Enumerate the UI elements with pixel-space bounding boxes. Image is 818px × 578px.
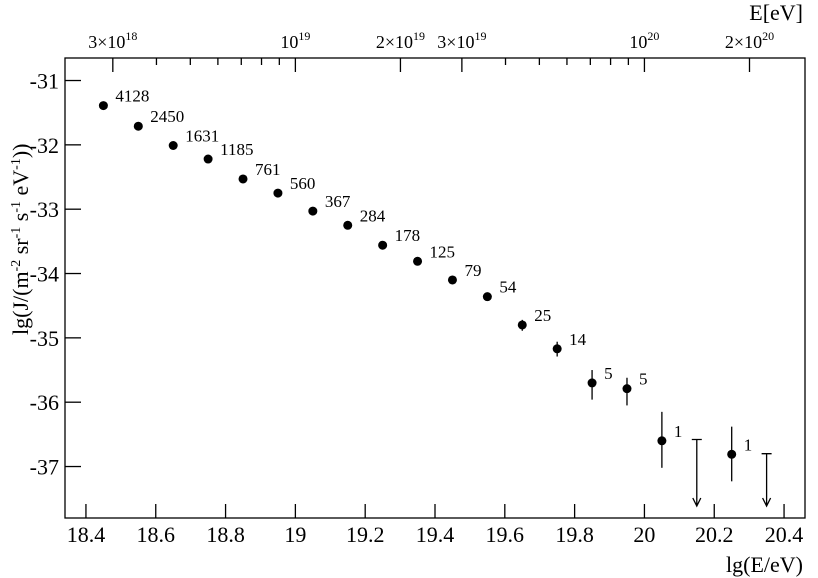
count-label: 560	[290, 174, 316, 193]
data-point	[727, 449, 737, 459]
y-tick-label: -34	[30, 262, 59, 287]
x2-tick-label: 2×1019	[376, 29, 425, 52]
count-label: 367	[325, 192, 351, 211]
x-tick-label: 19.6	[486, 522, 525, 547]
x2-tick-base: 3×10	[88, 32, 125, 52]
x2-tick-base: 10	[280, 32, 298, 52]
x-tick-label: 18.8	[206, 522, 245, 547]
data-point	[657, 436, 667, 446]
x2-tick-base: 10	[629, 32, 647, 52]
data-point	[622, 384, 632, 394]
data-point	[168, 140, 178, 150]
x2-tick-label: 1020	[629, 29, 659, 52]
x2-tick-base: 2×10	[725, 32, 762, 52]
x2-tick-label: 1019	[280, 29, 310, 52]
x2-tick-exponent: 19	[413, 29, 425, 43]
y-axis-label: lg(J/(m-2 sr-1 s-1 eV-1))	[8, 143, 33, 335]
data-point	[98, 101, 108, 111]
y-label-sup: -1	[9, 227, 24, 239]
data-point	[133, 121, 143, 131]
count-label: 4128	[115, 87, 149, 106]
x2-tick-base: 3×10	[437, 32, 474, 52]
count-label: 1631	[185, 126, 219, 145]
y-label-sup: -1	[9, 201, 24, 213]
x-tick-label: 18.4	[67, 522, 106, 547]
x-tick-label: 18.6	[137, 522, 176, 547]
y-label-text: s	[8, 213, 33, 227]
y-label-text: lg(J/(m	[8, 271, 33, 335]
y-label-text: eV	[8, 170, 33, 201]
count-label: 54	[499, 278, 517, 297]
data-point	[378, 240, 388, 250]
count-label: 178	[395, 226, 421, 245]
y-tick-label: -36	[30, 390, 59, 415]
x-tick-label: 19.8	[555, 522, 594, 547]
data-point	[308, 206, 318, 216]
x2-tick-exponent: 19	[298, 29, 310, 43]
data-point	[238, 174, 248, 184]
x-tick-label: 19.4	[416, 522, 455, 547]
count-label: 5	[604, 364, 613, 383]
y-tick-label: -35	[30, 326, 59, 351]
x2-tick-exponent: 18	[125, 29, 137, 43]
count-label: 79	[464, 261, 481, 280]
data-point	[343, 220, 353, 230]
plot-frame	[64, 57, 806, 519]
count-label: 1185	[220, 140, 253, 159]
x2-tick-base: 2×10	[376, 32, 413, 52]
x-tick-label: 20	[633, 522, 655, 547]
x2-tick-exponent: 20	[647, 29, 659, 43]
y-label-sup: -2	[9, 260, 24, 272]
count-label: 5	[639, 370, 648, 389]
data-point	[203, 154, 213, 164]
y-label-sup: -1	[9, 158, 24, 170]
count-label: 1	[674, 422, 683, 441]
x2-tick-label: 3×1018	[88, 29, 137, 52]
data-point	[587, 378, 597, 388]
count-label: 284	[360, 206, 386, 225]
x2-tick-label: 2×1020	[725, 29, 774, 52]
upper-limit	[761, 453, 772, 508]
data-point	[413, 256, 423, 266]
y-tick-label: -32	[30, 133, 59, 158]
upper-limit	[691, 438, 702, 508]
x-tick-label: 19.2	[346, 522, 385, 547]
data-point	[517, 320, 527, 330]
x-tick-label: 20.4	[765, 522, 804, 547]
y-label-text: ))	[8, 143, 33, 158]
data-point	[482, 292, 492, 302]
y-tick-label: -37	[30, 455, 59, 480]
x2-tick-label: 3×1019	[437, 29, 486, 52]
data-point	[273, 188, 283, 198]
count-label: 1	[744, 435, 753, 454]
count-label: 125	[430, 242, 456, 261]
count-label: 761	[255, 160, 280, 179]
x-tick-label: 20.2	[695, 522, 734, 547]
data-point	[552, 344, 562, 354]
x-axis-label: lg(E/eV)	[726, 552, 803, 577]
y-tick-label: -33	[30, 197, 59, 222]
y-tick-label: -31	[30, 69, 59, 94]
x2-tick-exponent: 19	[474, 29, 486, 43]
y-label-text: sr	[8, 238, 33, 260]
x-tick-label: 19	[284, 522, 306, 547]
count-label: 14	[569, 330, 587, 349]
data-point	[447, 275, 457, 285]
count-label: 2450	[150, 107, 184, 126]
x2-tick-exponent: 20	[762, 29, 774, 43]
x2-axis-label: E[eV]	[749, 0, 803, 25]
count-label: 25	[534, 306, 551, 325]
